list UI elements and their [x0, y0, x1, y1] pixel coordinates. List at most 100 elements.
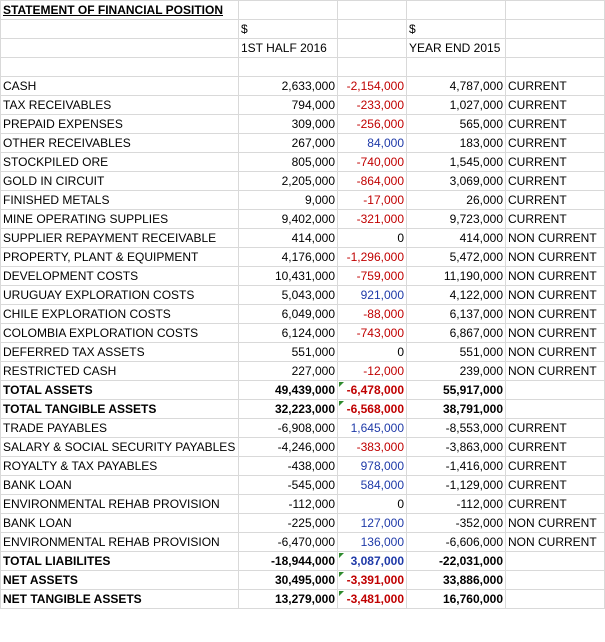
row-label[interactable]: ENVIRONMENTAL REHAB PROVISION [0, 532, 239, 552]
row-label[interactable]: NET TANGIBLE ASSETS [0, 589, 239, 609]
classification[interactable]: NON CURRENT [505, 513, 605, 533]
value-ye2015[interactable]: 565,000 [406, 114, 506, 134]
value-1h2016[interactable]: 4,176,000 [238, 247, 338, 267]
classification[interactable]: CURRENT [505, 456, 605, 476]
value-1h2016[interactable]: 13,279,000 [238, 589, 338, 609]
row-label[interactable]: PROPERTY, PLANT & EQUIPMENT [0, 247, 239, 267]
value-ye2015[interactable]: 239,000 [406, 361, 506, 381]
row-label[interactable]: ROYALTY & TAX PAYABLES [0, 456, 239, 476]
value-1h2016[interactable]: 414,000 [238, 228, 338, 248]
value-change[interactable]: -256,000 [337, 114, 407, 134]
cell[interactable] [238, 0, 338, 20]
row-label[interactable]: SUPPLIER REPAYMENT RECEIVABLE [0, 228, 239, 248]
value-change[interactable]: -233,000 [337, 95, 407, 115]
value-change[interactable]: 0 [337, 494, 407, 514]
classification[interactable]: NON CURRENT [505, 304, 605, 324]
classification[interactable]: NON CURRENT [505, 323, 605, 343]
row-label[interactable]: DEFERRED TAX ASSETS [0, 342, 239, 362]
value-ye2015[interactable]: -112,000 [406, 494, 506, 514]
value-1h2016[interactable]: -112,000 [238, 494, 338, 514]
row-label[interactable]: RESTRICTED CASH [0, 361, 239, 381]
value-ye2015[interactable]: 33,886,000 [406, 570, 506, 590]
value-1h2016[interactable]: 2,633,000 [238, 76, 338, 96]
value-ye2015[interactable]: -352,000 [406, 513, 506, 533]
value-1h2016[interactable]: 9,000 [238, 190, 338, 210]
row-label[interactable]: TOTAL LIABILITES [0, 551, 239, 571]
cell[interactable] [406, 0, 506, 20]
value-1h2016[interactable]: -18,944,000 [238, 551, 338, 571]
value-change[interactable]: -6,568,000 [337, 399, 407, 419]
row-label[interactable]: SALARY & SOCIAL SECURITY PAYABLES [0, 437, 239, 457]
classification[interactable]: CURRENT [505, 133, 605, 153]
value-1h2016[interactable]: -225,000 [238, 513, 338, 533]
classification[interactable]: CURRENT [505, 171, 605, 191]
value-ye2015[interactable]: 3,069,000 [406, 171, 506, 191]
classification[interactable]: NON CURRENT [505, 228, 605, 248]
value-ye2015[interactable]: 414,000 [406, 228, 506, 248]
value-1h2016[interactable]: 805,000 [238, 152, 338, 172]
row-label[interactable]: TOTAL TANGIBLE ASSETS [0, 399, 239, 419]
value-change[interactable]: 0 [337, 228, 407, 248]
value-1h2016[interactable]: 309,000 [238, 114, 338, 134]
value-1h2016[interactable]: 6,049,000 [238, 304, 338, 324]
value-1h2016[interactable]: 227,000 [238, 361, 338, 381]
row-label[interactable]: FINISHED METALS [0, 190, 239, 210]
value-change[interactable]: 978,000 [337, 456, 407, 476]
value-change[interactable]: -17,000 [337, 190, 407, 210]
value-1h2016[interactable]: 6,124,000 [238, 323, 338, 343]
value-1h2016[interactable]: 267,000 [238, 133, 338, 153]
value-ye2015[interactable]: 6,867,000 [406, 323, 506, 343]
value-ye2015[interactable]: 183,000 [406, 133, 506, 153]
value-ye2015[interactable]: 9,723,000 [406, 209, 506, 229]
row-label[interactable]: TRADE PAYABLES [0, 418, 239, 438]
cell[interactable] [337, 19, 407, 39]
value-change[interactable]: -759,000 [337, 266, 407, 286]
classification[interactable]: NON CURRENT [505, 285, 605, 305]
cell[interactable] [0, 38, 239, 58]
value-change[interactable]: 921,000 [337, 285, 407, 305]
value-ye2015[interactable]: -8,553,000 [406, 418, 506, 438]
value-ye2015[interactable]: -6,606,000 [406, 532, 506, 552]
value-ye2015[interactable]: 16,760,000 [406, 589, 506, 609]
classification[interactable]: NON CURRENT [505, 361, 605, 381]
row-label[interactable]: CHILE EXPLORATION COSTS [0, 304, 239, 324]
value-ye2015[interactable]: 551,000 [406, 342, 506, 362]
value-change[interactable]: -383,000 [337, 437, 407, 457]
value-1h2016[interactable]: -4,246,000 [238, 437, 338, 457]
value-1h2016[interactable]: 5,043,000 [238, 285, 338, 305]
value-ye2015[interactable]: 11,190,000 [406, 266, 506, 286]
cell[interactable] [337, 38, 407, 58]
value-ye2015[interactable]: 4,787,000 [406, 76, 506, 96]
value-change[interactable]: -740,000 [337, 152, 407, 172]
value-ye2015[interactable]: 26,000 [406, 190, 506, 210]
value-1h2016[interactable]: 551,000 [238, 342, 338, 362]
row-label[interactable]: GOLD IN CIRCUIT [0, 171, 239, 191]
value-change[interactable]: 584,000 [337, 475, 407, 495]
title-cell[interactable]: STATEMENT OF FINANCIAL POSITION [0, 0, 239, 20]
value-ye2015[interactable]: -1,416,000 [406, 456, 506, 476]
classification[interactable]: CURRENT [505, 475, 605, 495]
value-ye2015[interactable]: -3,863,000 [406, 437, 506, 457]
value-1h2016[interactable]: 794,000 [238, 95, 338, 115]
value-change[interactable]: -864,000 [337, 171, 407, 191]
value-1h2016[interactable]: 32,223,000 [238, 399, 338, 419]
value-1h2016[interactable]: -6,908,000 [238, 418, 338, 438]
cell[interactable] [0, 19, 239, 39]
column-header-1h2016[interactable]: 1ST HALF 2016 [238, 38, 338, 58]
row-label[interactable]: NET ASSETS [0, 570, 239, 590]
classification[interactable]: CURRENT [505, 418, 605, 438]
row-label[interactable]: OTHER RECEIVABLES [0, 133, 239, 153]
value-ye2015[interactable]: 4,122,000 [406, 285, 506, 305]
value-change[interactable]: -3,481,000 [337, 589, 407, 609]
value-change[interactable]: 1,645,000 [337, 418, 407, 438]
value-1h2016[interactable]: 9,402,000 [238, 209, 338, 229]
value-change[interactable]: -743,000 [337, 323, 407, 343]
value-change[interactable]: -6,478,000 [337, 380, 407, 400]
row-label[interactable]: URUGUAY EXPLORATION COSTS [0, 285, 239, 305]
value-change[interactable]: -3,391,000 [337, 570, 407, 590]
classification[interactable] [505, 551, 605, 571]
value-change[interactable]: -12,000 [337, 361, 407, 381]
cell[interactable] [337, 57, 407, 77]
column-header-ye2015[interactable]: YEAR END 2015 [406, 38, 506, 58]
value-1h2016[interactable]: -545,000 [238, 475, 338, 495]
